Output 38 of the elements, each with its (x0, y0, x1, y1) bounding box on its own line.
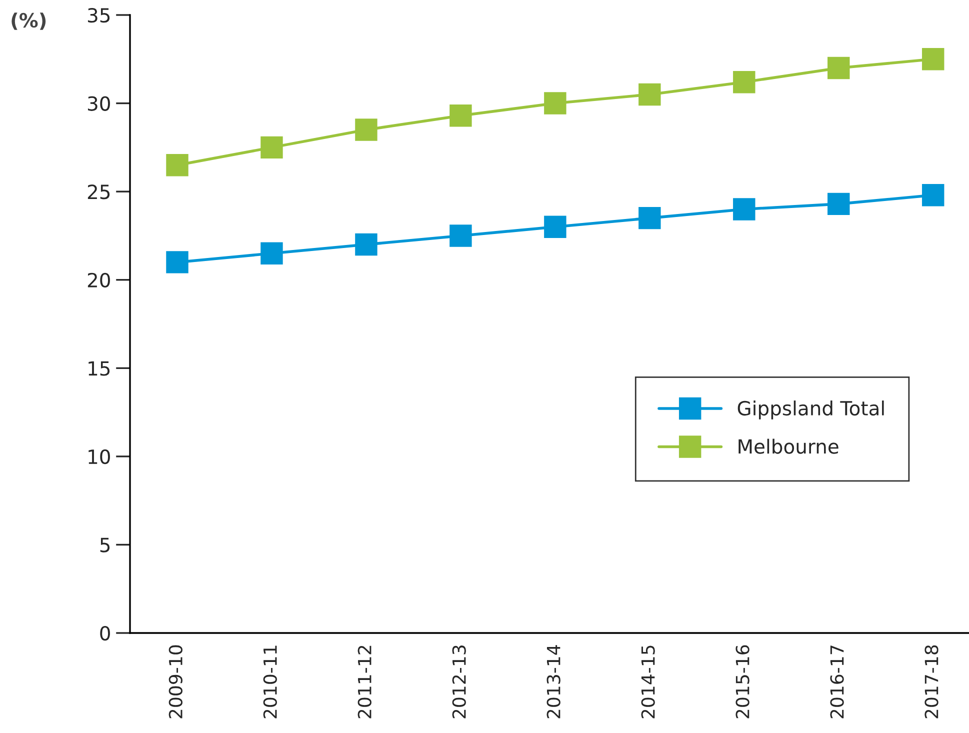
legend-label: Melbourne (738, 438, 838, 454)
x-tick-label: 2011-12 (358, 646, 372, 718)
x-tick-label: 2017-18 (924, 645, 938, 718)
y-axis-title: (%) (12, 12, 46, 30)
point (922, 48, 944, 70)
point (544, 92, 566, 114)
y-tick-label: 25 (88, 184, 110, 200)
y-tick-label: 35 (88, 8, 110, 23)
x-tick-label: 2012-13 (452, 646, 466, 718)
point (355, 233, 378, 256)
x-tick-label: 2010-11 (263, 646, 277, 718)
point (260, 242, 283, 264)
point (544, 216, 566, 238)
y-tick-label: 0 (100, 626, 110, 641)
y-tick-label: 20 (88, 272, 110, 288)
x-tick-label: 2014-15 (641, 646, 655, 718)
point (638, 206, 661, 230)
point (828, 192, 850, 216)
x-tick-label: 2013-14 (546, 645, 560, 718)
point (166, 251, 188, 274)
y-tick-label: 30 (88, 96, 110, 111)
point (733, 70, 756, 94)
point (450, 104, 472, 127)
x-tick-label: 2016-17 (830, 646, 844, 718)
point (828, 56, 850, 80)
point (355, 118, 378, 141)
point (260, 136, 283, 159)
y-tick-label: 15 (88, 361, 110, 376)
point (638, 83, 661, 106)
y-tick-label: 5 (100, 538, 110, 552)
point (450, 224, 472, 247)
legend-label: Gippsland Total (738, 400, 884, 420)
x-tick-label: 2009-10 (168, 645, 182, 718)
point (733, 198, 756, 220)
y-tick-label: 10 (88, 449, 110, 464)
x-tick-label: 2015-16 (736, 645, 750, 718)
point (166, 154, 188, 176)
point (922, 184, 944, 206)
